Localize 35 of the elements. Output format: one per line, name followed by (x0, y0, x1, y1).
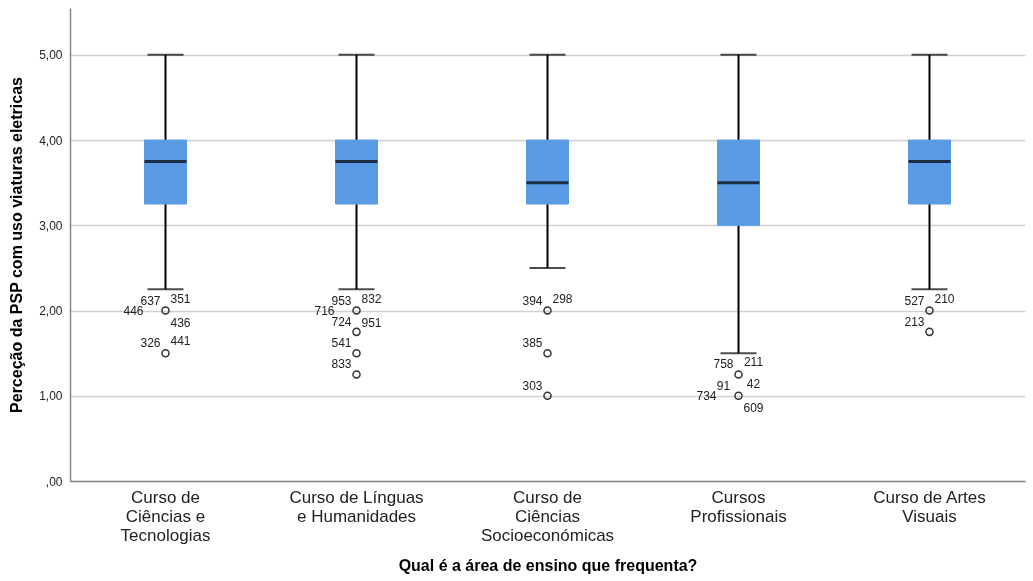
x-tick-label: Curso de Ciências e Tecnologias (120, 487, 211, 545)
y-tick-label: 5,00 (39, 48, 63, 63)
y-tick-label: ,00 (45, 474, 63, 489)
annotation: 833 (331, 357, 352, 372)
annotation: 951 (361, 315, 382, 330)
annotation: 724 (331, 314, 352, 329)
annotation: 42 (746, 376, 761, 391)
annotation: 734 (696, 388, 717, 403)
x-axis-title: Qual é a área de ensino que frequenta? (398, 556, 698, 574)
annotation: 210 (934, 291, 955, 306)
annotation: 832 (361, 291, 382, 306)
annotation: 436 (170, 315, 191, 330)
annotation: 211 (743, 355, 764, 370)
annotation: 394 (522, 293, 543, 308)
x-tick-label: Curso de Línguas e Humanidades (289, 487, 424, 526)
annotation: 91 (716, 378, 731, 393)
x-tick-label: Curso de Ciências Socioeconómicas (480, 487, 615, 545)
annotation: 385 (522, 336, 543, 351)
annotation: 303 (522, 378, 543, 393)
annotation: 758 (713, 357, 734, 372)
annotation: 609 (743, 400, 764, 415)
y-tick-label: 1,00 (39, 389, 63, 404)
annotation: 326 (140, 336, 161, 351)
y-axis-title: Perceção da PSP com uso viaturas eletricas (8, 76, 26, 413)
x-tick-label: Cursos Profissionais (690, 487, 787, 526)
y-tick-label: 4,00 (39, 133, 63, 148)
annotation: 213 (904, 314, 925, 329)
annotation: 541 (331, 336, 352, 351)
annotation: 441 (170, 334, 191, 349)
x-tick-label: Curso de Artes Visuais (873, 487, 986, 526)
y-tick-label: 2,00 (39, 304, 63, 319)
annotation: 298 (552, 291, 573, 306)
y-tick-label: 3,00 (39, 218, 63, 233)
annotation: 351 (170, 291, 191, 306)
annotation: 527 (904, 293, 925, 308)
